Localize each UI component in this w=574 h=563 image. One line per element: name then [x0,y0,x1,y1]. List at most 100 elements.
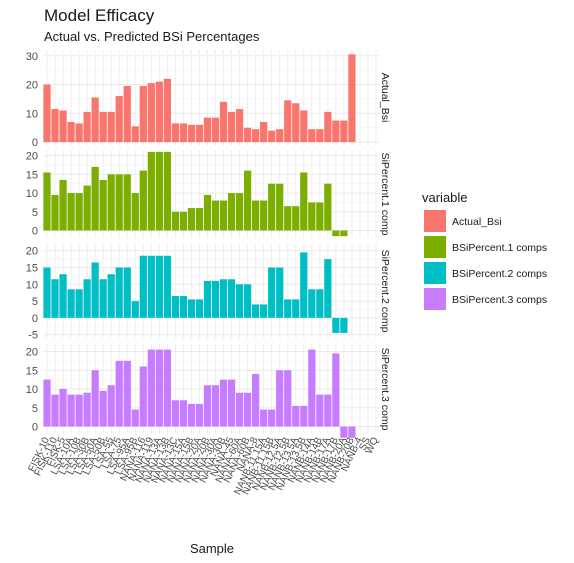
bar [227,111,236,143]
bar [179,211,188,231]
legend-key [424,236,446,258]
bar [155,255,163,318]
bar [139,366,147,427]
chart-title: Model Efficacy [44,6,155,25]
bar [332,353,340,427]
bar [187,208,196,231]
legend: variable Actual_Bsi BSiPercent.1 comps BSi… [422,190,547,310]
bar [316,289,324,318]
bar [260,409,268,427]
bar [171,400,180,427]
bar [203,117,212,143]
bar [340,230,348,237]
facet-strip-label: Actual_Bsi [379,73,391,123]
y-tick-label: 10 [26,384,38,396]
y-tick-label: -5 [28,330,38,342]
bar [219,101,228,143]
bar [67,193,75,231]
bar [67,394,75,427]
y-tick-label: 0 [32,226,38,238]
bar [284,370,292,427]
facet-strip-label: SiPercent.1 comp [379,153,391,236]
facet-panel-1: 0 10 20 30 Actual_Bsi [26,50,391,149]
legend-item: BSiPercent.3 comps [424,288,547,310]
bar [219,200,228,231]
bar [308,289,316,318]
bar [155,349,163,427]
bar [83,185,91,231]
y-tick-label: 20 [26,151,38,163]
bar [235,284,244,318]
x-tick-label: SS [357,435,373,452]
bar [340,120,348,143]
bar [276,183,284,231]
y-tick-label: 0 [32,137,38,149]
bar [300,172,308,231]
bar [147,349,155,427]
facet-panels: 0 10 20 30 Actual_Bsi 0 5 10 15 20 SiPercent.1 com… [26,50,391,438]
bar [211,200,220,231]
bar [332,317,340,333]
bar [243,392,252,427]
legend-label: Actual_Bsi [452,216,502,228]
bar [316,202,324,231]
bar [163,255,171,318]
bar [139,85,147,143]
bar [268,130,276,143]
bar [332,230,340,237]
bar [107,274,115,318]
bar [171,211,180,231]
bar [139,170,147,231]
bar [348,54,356,143]
bar [276,267,284,318]
bar [67,289,75,318]
bar [51,394,59,427]
bar [340,426,348,438]
bar [59,110,67,143]
bar [316,129,324,143]
bar [147,255,155,318]
y-tick-label: 15 [26,263,38,275]
legend-label: BSiPercent.2 comps [452,268,547,280]
bar [203,385,212,427]
bar [171,123,180,143]
y-tick-label: 0 [32,313,38,325]
bar [268,183,276,231]
x-axis-title: Sample [190,541,234,556]
y-tick-label: 5 [32,296,38,308]
bar [227,279,236,318]
bar [235,193,244,231]
bar [115,360,123,427]
bar [75,123,83,143]
bar [91,97,99,143]
bar [43,267,51,318]
y-tick-label: 20 [26,80,38,92]
bar [268,409,276,427]
bar [340,317,348,333]
bar [268,267,276,318]
bar [59,274,67,318]
y-tick-label: 10 [26,188,38,200]
y-tick-label: 10 [26,108,38,120]
bar [67,121,75,143]
bar [252,129,260,143]
bar [115,174,123,231]
bar [75,193,83,231]
bar [179,296,188,318]
bar [252,200,260,231]
legend-title: variable [422,190,468,205]
bar [75,394,83,427]
bar [260,200,268,231]
legend-label: BSiPercent.3 comps [452,294,547,306]
facet-panel-2: 0 5 10 15 20 SiPercent.1 comp [26,150,391,238]
legend-label: BSiPercent.1 comps [452,242,547,254]
bar [107,174,115,231]
bar [243,170,252,231]
bar [187,124,196,143]
bar [211,280,220,318]
bar [300,405,308,427]
bar [171,296,180,318]
legend-key [424,262,446,284]
bar [83,392,91,427]
bar [155,81,163,143]
